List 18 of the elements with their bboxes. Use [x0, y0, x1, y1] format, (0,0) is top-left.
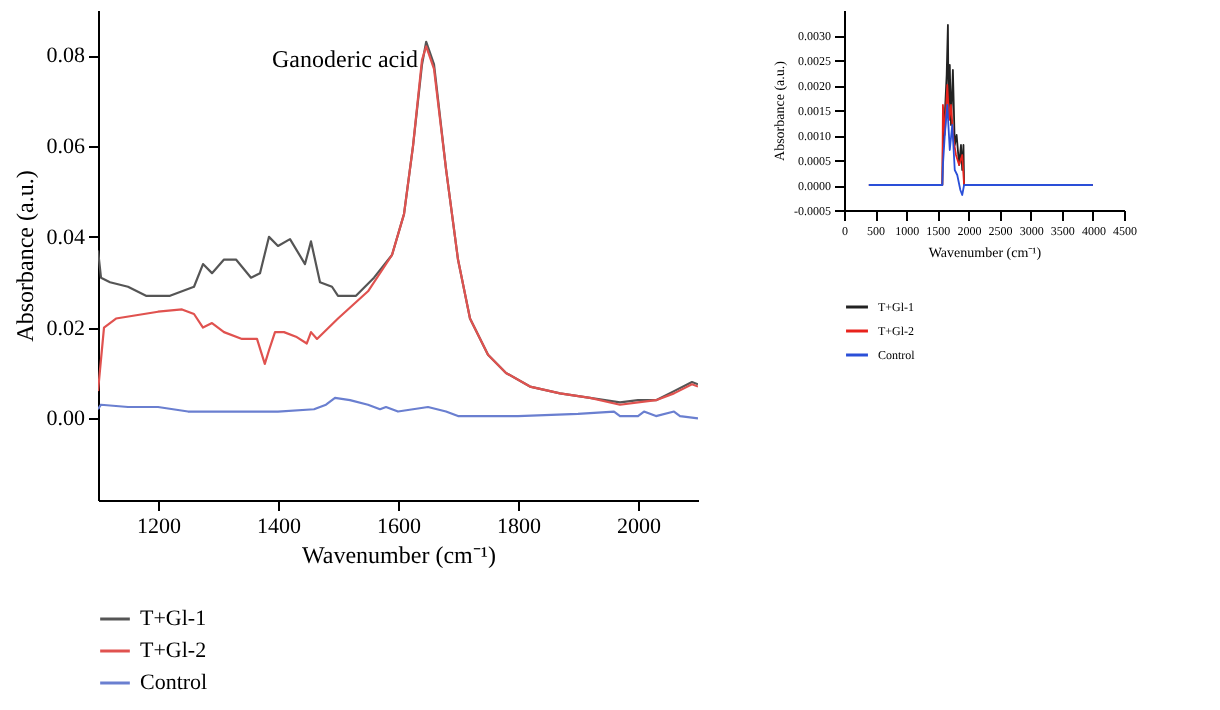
x-tick-label: 1800 — [497, 515, 542, 539]
x-tick-label: 1200 — [137, 515, 182, 539]
y-tick-label: 0.08 — [46, 44, 86, 69]
y-axis-title: Absorbance (a.u.) — [10, 170, 39, 342]
x-tick-label: 1400 — [257, 515, 302, 539]
x-tick-label: 1600 — [377, 515, 422, 539]
legend-label: T+Gl-2 — [140, 639, 207, 663]
y-tick-label: 0.06 — [46, 135, 86, 160]
x-tick-label: 2000 — [617, 515, 662, 539]
annotation: Ganoderic acid — [272, 45, 418, 73]
y-tick-label: 0.04 — [46, 225, 86, 250]
line-series — [867, 104, 1094, 196]
y-tick-label: 0.02 — [46, 316, 85, 341]
legend-label: T+Gl-1 — [140, 607, 207, 631]
x-axis-title: Wavenumber (cm⁻¹) — [302, 541, 496, 569]
y-tick-label: 0.00 — [46, 407, 86, 432]
line-series — [98, 396, 698, 420]
legend-label: Control — [140, 671, 208, 695]
